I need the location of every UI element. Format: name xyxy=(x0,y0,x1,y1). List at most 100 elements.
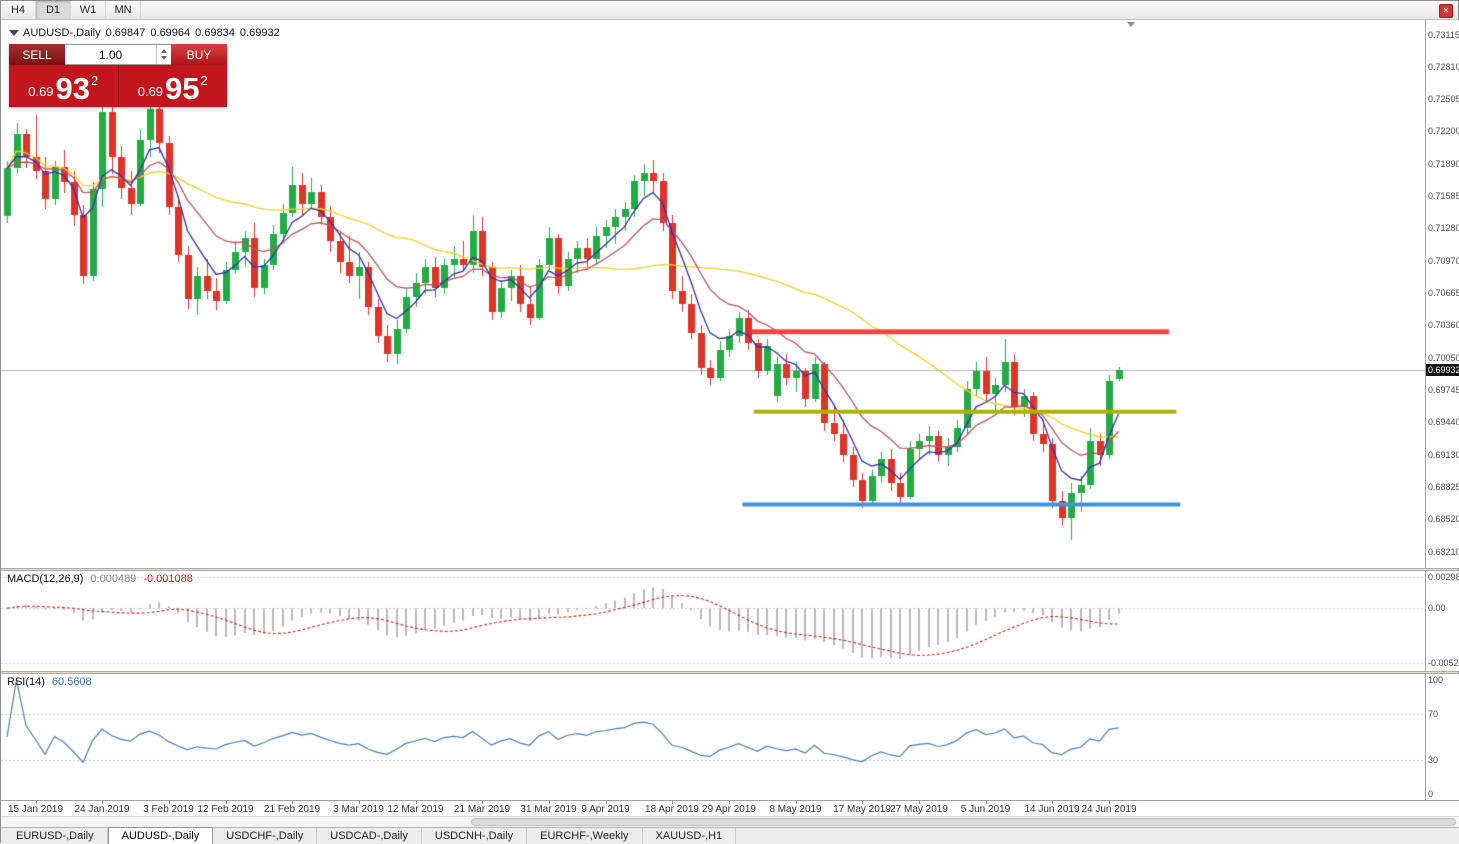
spinner-down-icon[interactable] xyxy=(161,56,167,60)
volume-spinner[interactable] xyxy=(156,45,171,64)
trade-panel-price-row: 0.69 93 2 0.69 95 2 xyxy=(9,65,227,107)
price-scale-label: 0.72810 xyxy=(1428,62,1459,73)
time-axis-label: 24 Jun 2019 xyxy=(1081,804,1137,815)
price-scale-label: 0.68210 xyxy=(1428,547,1459,557)
price-scale[interactable]: 0.69932 0.73115 0.72810 0.72505 0.72200 0.71… xyxy=(1425,20,1459,568)
volume-value[interactable]: 1.00 xyxy=(98,47,123,62)
buy-button[interactable]: BUY xyxy=(171,44,227,65)
macd-label: MACD(12,26,9) 0.000489 -0.001088 xyxy=(7,573,193,585)
time-axis-tick xyxy=(292,801,293,804)
buy-price-prefix: 0.69 xyxy=(137,84,164,99)
chart-tab-eurusd-daily[interactable]: EURUSD-,Daily xyxy=(3,828,108,844)
time-axis-label: 17 May 2019 xyxy=(833,804,891,815)
price-scale-label: 0.70360 xyxy=(1428,320,1459,331)
time-axis-label: 21 Mar 2019 xyxy=(453,804,511,815)
price-scale-label: 0.69440 xyxy=(1428,417,1459,428)
ohlc-high: 0.69964 xyxy=(150,27,191,39)
scrollbar-thumb[interactable] xyxy=(471,818,1456,826)
symbol-period-label: AUDUSD-,Daily xyxy=(23,27,101,39)
price-scale-label: 0.69745 xyxy=(1428,385,1459,396)
chart-tab-eurchf-weekly[interactable]: EURCHF-,Weekly xyxy=(527,828,643,844)
time-axis-label: 12 Feb 2019 xyxy=(197,804,254,815)
time-axis-label: 24 Jan 2019 xyxy=(74,804,130,815)
spinner-up-icon[interactable] xyxy=(161,49,167,53)
timeframe-button-mn[interactable]: MN xyxy=(106,1,141,19)
ohlc-open: 0.69847 xyxy=(105,27,146,39)
close-icon[interactable] xyxy=(1439,4,1453,18)
sell-price-display[interactable]: 0.69 93 2 xyxy=(9,65,119,107)
time-axis[interactable]: 15 Jan 2019 24 Jan 2019 3 Feb 2019 12 Feb 2… xyxy=(1,800,1459,816)
time-axis-label: 15 Jan 2019 xyxy=(7,804,64,815)
time-axis-label: 3 Mar 2019 xyxy=(333,804,384,815)
time-axis-tick xyxy=(168,801,170,804)
price-scale-label: 0.70050 xyxy=(1428,353,1459,364)
macd-scale: 0.002984 0.00 -0.00525 xyxy=(1425,571,1459,671)
buy-price-big: 95 xyxy=(165,71,200,106)
time-axis-tick xyxy=(548,801,550,804)
chart-tab-usdcad-daily[interactable]: USDCAD-,Daily xyxy=(317,828,422,844)
sell-price-pip: 2 xyxy=(91,73,99,88)
time-axis-tick xyxy=(795,801,797,804)
time-axis-tick xyxy=(605,801,607,804)
time-axis-tick xyxy=(1109,801,1110,804)
time-axis-label: 31 Mar 2019 xyxy=(520,804,577,815)
buy-price-display[interactable]: 0.69 95 2 xyxy=(119,65,228,107)
rsi-scale: 100 70 30 0 xyxy=(1425,674,1459,800)
time-axis-tick xyxy=(482,801,483,804)
rsi-scale-label: 30 xyxy=(1428,754,1439,765)
timeframe-button-w1[interactable]: W1 xyxy=(71,1,106,19)
price-chart-panel[interactable]: AUDUSD-,Daily 0.69847 0.69964 0.69834 0.6993… xyxy=(1,20,1425,568)
time-axis-tick xyxy=(672,801,673,804)
chart-tab-usdchf-daily[interactable]: USDCHF-,Daily xyxy=(213,828,318,844)
chart-tab-xauusd-h1[interactable]: XAUUSD-,H1 xyxy=(643,828,737,844)
time-axis-tick xyxy=(862,801,863,804)
price-chart-canvas[interactable] xyxy=(1,20,1425,568)
chart-tab-usdcnh-daily[interactable]: USDCNH-,Daily xyxy=(422,828,528,844)
ohlc-low: 0.69834 xyxy=(195,27,235,39)
time-axis-tick xyxy=(919,801,920,804)
rsi-scale-label: 0 xyxy=(1428,789,1434,799)
time-axis-tick xyxy=(35,801,37,804)
sell-price-prefix: 0.69 xyxy=(28,84,54,99)
macd-main-value: 0.000489 xyxy=(90,573,137,585)
panel-separator[interactable] xyxy=(1,568,1458,571)
time-axis-label: 14 Jun 2019 xyxy=(1024,804,1080,815)
time-axis-label: 3 Feb 2019 xyxy=(143,804,194,815)
chart-title: AUDUSD-,Daily 0.69847 0.69964 0.69834 0.6993… xyxy=(23,27,285,39)
timeframe-toolbar: H4 D1 W1 MN xyxy=(1,1,1458,20)
timeframe-buttons: H4 D1 W1 MN xyxy=(1,1,141,19)
time-axis-label: 12 Mar 2019 xyxy=(387,804,444,815)
oneclick-collapse-icon[interactable] xyxy=(9,30,19,36)
chart-tabs-bar: EURUSD-,Daily AUDUSD-,Daily USDCHF-,Daily U… xyxy=(1,827,1459,844)
macd-canvas[interactable] xyxy=(1,571,1425,671)
horizontal-scrollbar[interactable] xyxy=(1,816,1459,827)
time-axis-tick xyxy=(358,801,360,804)
time-axis-label: 21 Feb 2019 xyxy=(263,804,321,815)
price-scale-label: 0.72505 xyxy=(1428,94,1459,105)
sell-price-big: 93 xyxy=(55,71,91,106)
panel-separator[interactable] xyxy=(1,671,1458,674)
rsi-label: RSI(14) 60.5608 xyxy=(7,676,92,688)
price-scale-label: 0.70970 xyxy=(1428,256,1459,267)
time-axis-tick xyxy=(1052,801,1053,804)
time-axis-label: 18 Apr 2019 xyxy=(645,804,699,815)
chart-tab-audusd-daily[interactable]: AUDUSD-,Daily xyxy=(107,827,214,844)
rsi-canvas[interactable] xyxy=(1,674,1425,800)
macd-signal-value: -0.001088 xyxy=(143,573,193,585)
volume-field[interactable]: 1.00 xyxy=(65,44,171,65)
price-scale-label: 0.70665 xyxy=(1428,288,1459,299)
price-scale-label: 0.68825 xyxy=(1428,482,1459,493)
macd-panel[interactable]: MACD(12,26,9) 0.000489 -0.001088 xyxy=(1,571,1425,671)
macd-scale-label: 0.00 xyxy=(1428,603,1446,614)
rsi-panel[interactable]: RSI(14) 60.5608 xyxy=(1,674,1425,800)
rsi-value: 60.5608 xyxy=(51,676,92,688)
price-scale-label: 0.71280 xyxy=(1428,223,1459,234)
time-axis-label: 27 May 2019 xyxy=(890,804,948,815)
time-axis-label: 8 May 2019 xyxy=(769,804,822,815)
sell-button[interactable]: SELL xyxy=(9,44,65,65)
bid-price-tag: 0.69932 xyxy=(1426,364,1459,377)
timeframe-button-h4[interactable]: H4 xyxy=(1,1,36,19)
time-axis-tick xyxy=(985,801,987,804)
timeframe-button-d1[interactable]: D1 xyxy=(36,1,71,19)
macd-name: MACD(12,26,9) xyxy=(7,573,84,585)
